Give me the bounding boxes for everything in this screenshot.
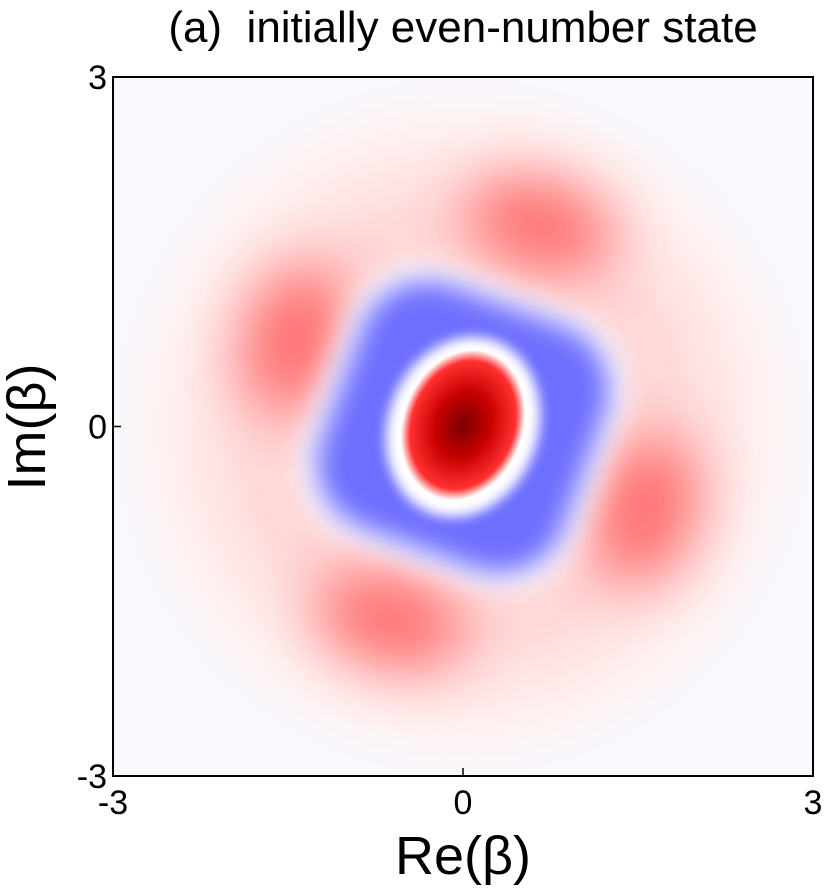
lobes [242,177,698,668]
y-tick-label: 3 [88,59,107,97]
x-tick-label: 3 [804,784,823,822]
y-axis-label: Im(β) [0,363,57,490]
x-tick-label: 0 [454,784,473,822]
density-field [113,77,813,776]
central-peak [400,349,526,501]
x-tick-label: -3 [98,784,128,822]
x-axis-label: Re(β) [395,826,531,886]
chart-title: (a) initially even-number state [168,3,757,52]
y-tick-label: 0 [88,409,107,447]
ticks: -3 0 3 -3 0 3 [77,59,823,822]
y-tick-label: -3 [77,758,107,796]
